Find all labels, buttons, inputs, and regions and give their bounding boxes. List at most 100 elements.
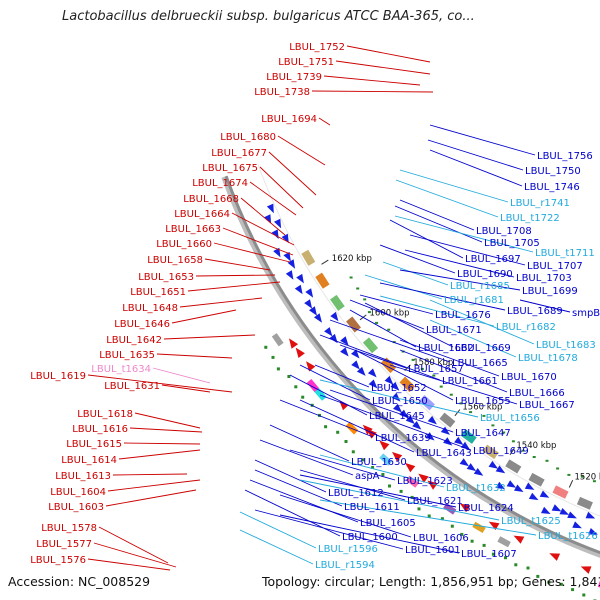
forward-gene-arrow xyxy=(513,535,525,544)
gc-skew-mark xyxy=(301,395,305,399)
right-feature-label: LBUL_t1678 xyxy=(518,353,578,364)
leader-line xyxy=(231,212,295,246)
gc-skew-mark xyxy=(420,367,424,370)
forward-gene-arrow xyxy=(289,338,299,349)
right-feature-label: LBUL_r1685 xyxy=(450,281,510,292)
backbone-shadow xyxy=(221,175,600,558)
gc-skew-mark xyxy=(511,440,515,443)
label-leader-lines xyxy=(87,45,571,571)
gc-skew-mark xyxy=(344,440,348,443)
leader-line xyxy=(87,374,233,393)
leader-line xyxy=(279,399,374,438)
left-feature-label: LBUL_1664 xyxy=(174,209,230,220)
right-feature-label: LBUL_1661 xyxy=(442,376,498,387)
reverse-gene-arrow xyxy=(427,415,437,425)
leader-line xyxy=(427,139,524,171)
reverse-gene-arrow xyxy=(356,366,366,376)
leader-line xyxy=(98,526,169,564)
reverse-gene-arrow xyxy=(330,311,339,322)
forward-gene-arrow xyxy=(392,451,403,462)
left-feature-label: LBUL_1619 xyxy=(30,371,86,382)
inner-feature-block xyxy=(330,294,345,311)
reverse-gene-arrow xyxy=(384,375,394,385)
right-feature-label: LBUL_r1741 xyxy=(510,198,570,209)
right-feature-label: LBUL_1746 xyxy=(524,182,580,193)
reverse-gene-arrow xyxy=(285,270,294,280)
left-feature-label: LBUL_1648 xyxy=(122,303,178,314)
reverse-gene-arrow xyxy=(390,381,400,391)
leader-line xyxy=(204,258,271,271)
gc-skew-mark xyxy=(349,276,353,279)
right-feature-label: LBUL_1649 xyxy=(473,446,529,457)
right-feature-label: LBUL_1647 xyxy=(455,428,511,439)
right-feature-label: LBUL_1708 xyxy=(476,226,532,237)
gc-skew-mark xyxy=(410,495,414,499)
right-feature-label: LBUL_1756 xyxy=(537,151,593,162)
right-feature-label: LBUL_1605 xyxy=(360,518,416,529)
right-feature-label: LBUL_1645 xyxy=(369,411,425,422)
leader-line xyxy=(319,394,472,451)
right-feature-label: smpB xyxy=(572,308,600,319)
right-feature-label: LBUL_1676 xyxy=(435,310,491,321)
reverse-gene-arrow xyxy=(539,490,550,498)
feature-labels: LBUL_1752 LBUL_1751 LBUL_1739 LBUL_1738 LBUL… xyxy=(30,42,600,571)
leader-line xyxy=(318,117,331,126)
gc-skew-mark xyxy=(375,321,379,324)
left-feature-label: LBUL_1614 xyxy=(61,455,117,466)
leader-line xyxy=(161,384,211,393)
right-feature-label: LBUL_t1711 xyxy=(535,248,595,259)
leader-line xyxy=(213,242,291,263)
gc-skew-mark xyxy=(450,524,454,528)
inner-feature-block xyxy=(505,459,522,474)
reverse-gene-arrow xyxy=(466,463,477,472)
reverse-gene-arrow xyxy=(266,203,274,214)
gc-skew-mark xyxy=(371,466,375,469)
left-feature-label: LBUL_1604 xyxy=(50,487,106,498)
leader-line xyxy=(259,166,304,209)
leader-line xyxy=(319,499,537,536)
leader-line xyxy=(429,149,523,187)
gc-skew-mark xyxy=(559,582,563,586)
gc-skew-mark xyxy=(482,543,486,547)
leader-line xyxy=(222,227,294,256)
kbp-tick-mark xyxy=(568,479,574,488)
gc-skew-mark xyxy=(361,458,365,462)
leader-line xyxy=(107,479,201,492)
reverse-gene-arrow xyxy=(425,432,435,441)
kbp-tick-mark xyxy=(321,259,329,265)
right-feature-label: LBUL_1611 xyxy=(344,502,400,513)
reverse-gene-arrow xyxy=(412,421,422,430)
leader-line xyxy=(429,299,535,345)
gc-skew-mark xyxy=(532,456,536,458)
forward-gene-arrow xyxy=(379,440,390,451)
left-feature-label: LBUL_1653 xyxy=(138,272,194,283)
leader-line xyxy=(404,249,515,278)
reverse-gene-arrow xyxy=(351,349,360,359)
forward-gene-arrow xyxy=(405,462,416,473)
leader-line xyxy=(118,449,201,460)
gc-skew-mark xyxy=(449,393,453,396)
reverse-gene-arrow xyxy=(393,403,402,413)
gc-skew-mark xyxy=(580,475,584,478)
leader-line xyxy=(429,319,517,358)
leader-line xyxy=(279,514,460,554)
leader-line xyxy=(299,399,415,453)
left-feature-label: LBUL_1674 xyxy=(192,178,248,189)
left-feature-label: LBUL_1577 xyxy=(36,539,92,550)
gc-skew-mark xyxy=(388,484,391,488)
gc-skew-mark xyxy=(363,298,367,301)
gc-skew-mark xyxy=(514,563,518,567)
leader-line xyxy=(134,412,201,429)
inner-feature-block xyxy=(576,496,593,510)
right-feature-label: LBUL_r1596 xyxy=(318,544,378,555)
reverse-gene-arrow xyxy=(495,465,506,474)
leader-line xyxy=(93,542,177,568)
gc-skew-mark xyxy=(439,385,443,388)
gc-skew-mark xyxy=(294,385,298,389)
reverse-gene-arrow xyxy=(287,259,296,269)
leader-line xyxy=(394,205,483,243)
leader-line xyxy=(409,234,526,266)
right-feature-label: LBUL_1657 xyxy=(408,364,464,375)
reverse-gene-arrow xyxy=(506,480,517,488)
reverse-gene-arrow xyxy=(514,484,524,492)
